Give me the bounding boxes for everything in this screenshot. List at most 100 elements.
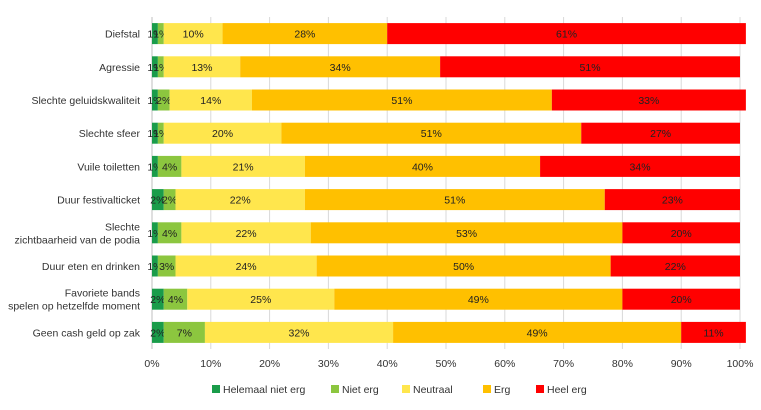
bar-segment — [581, 122, 740, 144]
bar-segment — [163, 56, 241, 78]
category-label: Diefstal — [105, 29, 140, 41]
data-label: 51% — [444, 195, 465, 207]
x-tick-label: 80% — [612, 358, 633, 370]
data-label: 25% — [250, 294, 271, 306]
x-axis-ticks: 0% 10% 20% 30% 40% 50% 60% 70% 80% 90% 100% — [144, 358, 753, 370]
x-tick-label: 60% — [494, 358, 515, 370]
bar-segment — [152, 89, 158, 111]
bar-segment — [181, 222, 311, 244]
data-label: 14% — [200, 95, 221, 107]
bar-segment — [152, 122, 158, 144]
data-label: 51% — [391, 95, 412, 107]
category-label: Slechte geluidskwaliteit — [31, 95, 140, 107]
bar-segment — [304, 189, 605, 211]
data-label: 4% — [168, 294, 183, 306]
legend-swatch — [212, 385, 220, 393]
data-label: 4% — [162, 161, 177, 173]
bar-segment — [152, 255, 158, 277]
data-label: 20% — [671, 228, 692, 240]
data-label: 28% — [294, 29, 315, 41]
bar-segment — [157, 255, 176, 277]
bar-segment — [152, 189, 164, 211]
data-label: 4% — [162, 228, 177, 240]
x-tick-label: 20% — [259, 358, 280, 370]
category-labels: Diefstal Agressie Slechte geluidskwaliteit… — [8, 29, 141, 340]
category-label-line: Favoriete bands — [65, 288, 140, 300]
data-label: 22% — [230, 195, 251, 207]
legend-entry: Erg — [494, 384, 511, 396]
bar-segment — [387, 23, 746, 45]
legend-swatch — [402, 385, 410, 393]
bar-segment — [157, 122, 164, 144]
bar-segment — [393, 321, 682, 343]
legend-entry: Heel erg — [547, 384, 587, 396]
data-label: 53% — [456, 228, 477, 240]
bar-segment — [310, 222, 623, 244]
data-label: 2% — [162, 195, 177, 207]
category-label: Vuile toiletten — [77, 161, 140, 173]
legend-entry: Neutraal — [413, 384, 453, 396]
category-label-line: zichtbaarheid van de podia — [14, 234, 140, 246]
x-tick-label: 0% — [144, 358, 159, 370]
bar-segment — [157, 222, 182, 244]
category-label: Geen cash geld op zak — [33, 327, 141, 339]
bar-segment — [681, 321, 746, 343]
data-label: 50% — [453, 261, 474, 273]
category-label: Agressie — [99, 62, 140, 74]
bar-segment — [304, 155, 541, 177]
data-label: 2% — [150, 327, 165, 339]
x-tick-label: 50% — [435, 358, 456, 370]
bar-segment — [604, 189, 740, 211]
data-label: 11% — [703, 327, 723, 339]
data-label: 32% — [288, 327, 309, 339]
bar-segment — [175, 255, 317, 277]
category-label: Duur festivalticket — [57, 195, 140, 207]
x-tick-label: 40% — [377, 358, 398, 370]
bar-segment — [540, 155, 740, 177]
bar-segment — [157, 89, 170, 111]
bar-segment — [163, 122, 282, 144]
bar-segment — [222, 23, 388, 45]
category-label: Slechte sfeer — [79, 128, 141, 140]
legend-entry: Niet erg — [342, 384, 379, 396]
data-label: 13% — [191, 62, 212, 74]
data-label: 21% — [233, 161, 254, 173]
data-label: 51% — [580, 62, 601, 74]
bar-segment — [152, 23, 158, 45]
category-label: Favoriete bands spelen op hetzelfde momen… — [8, 288, 140, 313]
bar-segment — [175, 189, 305, 211]
bar-segment — [204, 321, 394, 343]
bar-segment — [281, 122, 582, 144]
x-tick-label: 90% — [671, 358, 692, 370]
bar-segment — [152, 155, 158, 177]
data-label: 61% — [556, 29, 577, 41]
legend-swatch — [483, 385, 491, 393]
data-label: 34% — [330, 62, 351, 74]
bar-segment — [622, 222, 740, 244]
category-label-line: spelen op hetzelfde moment — [8, 301, 140, 313]
bar-segment — [440, 56, 740, 78]
bars: 1%1% 10% 28% 61%1%1% 13% 34% 51%1%2% 14% 51% 33%1… — [147, 23, 746, 343]
bar-segment — [240, 56, 441, 78]
bar-segment — [152, 56, 158, 78]
data-label: 22% — [236, 228, 257, 240]
data-label: 2% — [150, 294, 165, 306]
x-tick-label: 30% — [318, 358, 339, 370]
data-label: 2% — [150, 195, 165, 207]
data-label: 49% — [527, 327, 548, 339]
bar-segment — [157, 56, 164, 78]
data-label: 3% — [159, 261, 174, 273]
bar-segment — [157, 23, 164, 45]
category-label: Slechte zichtbaarheid van de podia — [14, 221, 140, 246]
data-label: 40% — [412, 161, 433, 173]
bar-segment — [622, 288, 740, 310]
x-tick-label: 70% — [553, 358, 574, 370]
data-label: 20% — [212, 128, 233, 140]
bar-segment — [251, 89, 552, 111]
bar-segment — [316, 255, 611, 277]
category-label: Duur eten en drinken — [42, 261, 140, 273]
bar-segment — [163, 321, 205, 343]
bar-segment — [181, 155, 305, 177]
category-label-line: Slechte — [105, 221, 140, 233]
data-label: 49% — [468, 294, 489, 306]
